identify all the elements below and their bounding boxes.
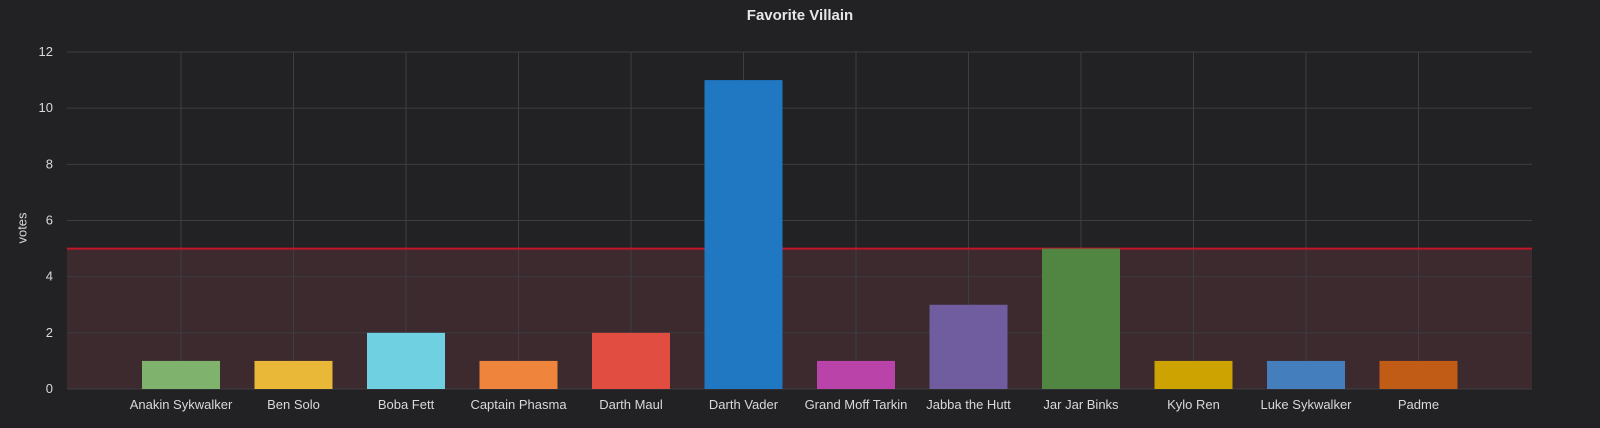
x-tick-label: Anakin Sykwalker [130, 397, 233, 412]
x-tick-label: Jabba the Hutt [926, 397, 1011, 412]
bar [704, 80, 783, 389]
y-tick-label: 0 [46, 381, 53, 396]
x-tick-label: Grand Moff Tarkin [805, 397, 908, 412]
bar [1267, 360, 1345, 389]
x-tick-label: Jar Jar Binks [1043, 397, 1119, 412]
y-tick-label: 8 [46, 156, 53, 171]
chart-title: Favorite Villain [746, 7, 854, 24]
bar [1154, 360, 1233, 389]
y-tick-label: 12 [39, 44, 53, 59]
y-tick-label: 6 [46, 213, 53, 228]
bar [929, 304, 1008, 389]
y-tick-label: 10 [39, 100, 53, 115]
y-tick-label: 2 [46, 325, 53, 340]
x-tick-label: Padme [1398, 397, 1439, 412]
x-tick-label: Luke Sykwalker [1260, 397, 1352, 412]
bar [142, 360, 220, 389]
y-tick-label: 4 [46, 269, 53, 284]
x-tick-label: Ben Solo [267, 397, 320, 412]
bar [1379, 360, 1458, 389]
x-tick-label: Captain Phasma [470, 397, 567, 412]
bar [1042, 248, 1120, 389]
x-tick-label: Darth Vader [709, 397, 779, 412]
bar [254, 360, 333, 389]
bar [817, 360, 895, 389]
bar [592, 332, 670, 389]
bar [479, 360, 558, 389]
x-tick-label: Boba Fett [378, 397, 435, 412]
x-tick-label: Darth Maul [599, 397, 663, 412]
bar [367, 332, 445, 389]
x-tick-label: Kylo Ren [1167, 397, 1220, 412]
